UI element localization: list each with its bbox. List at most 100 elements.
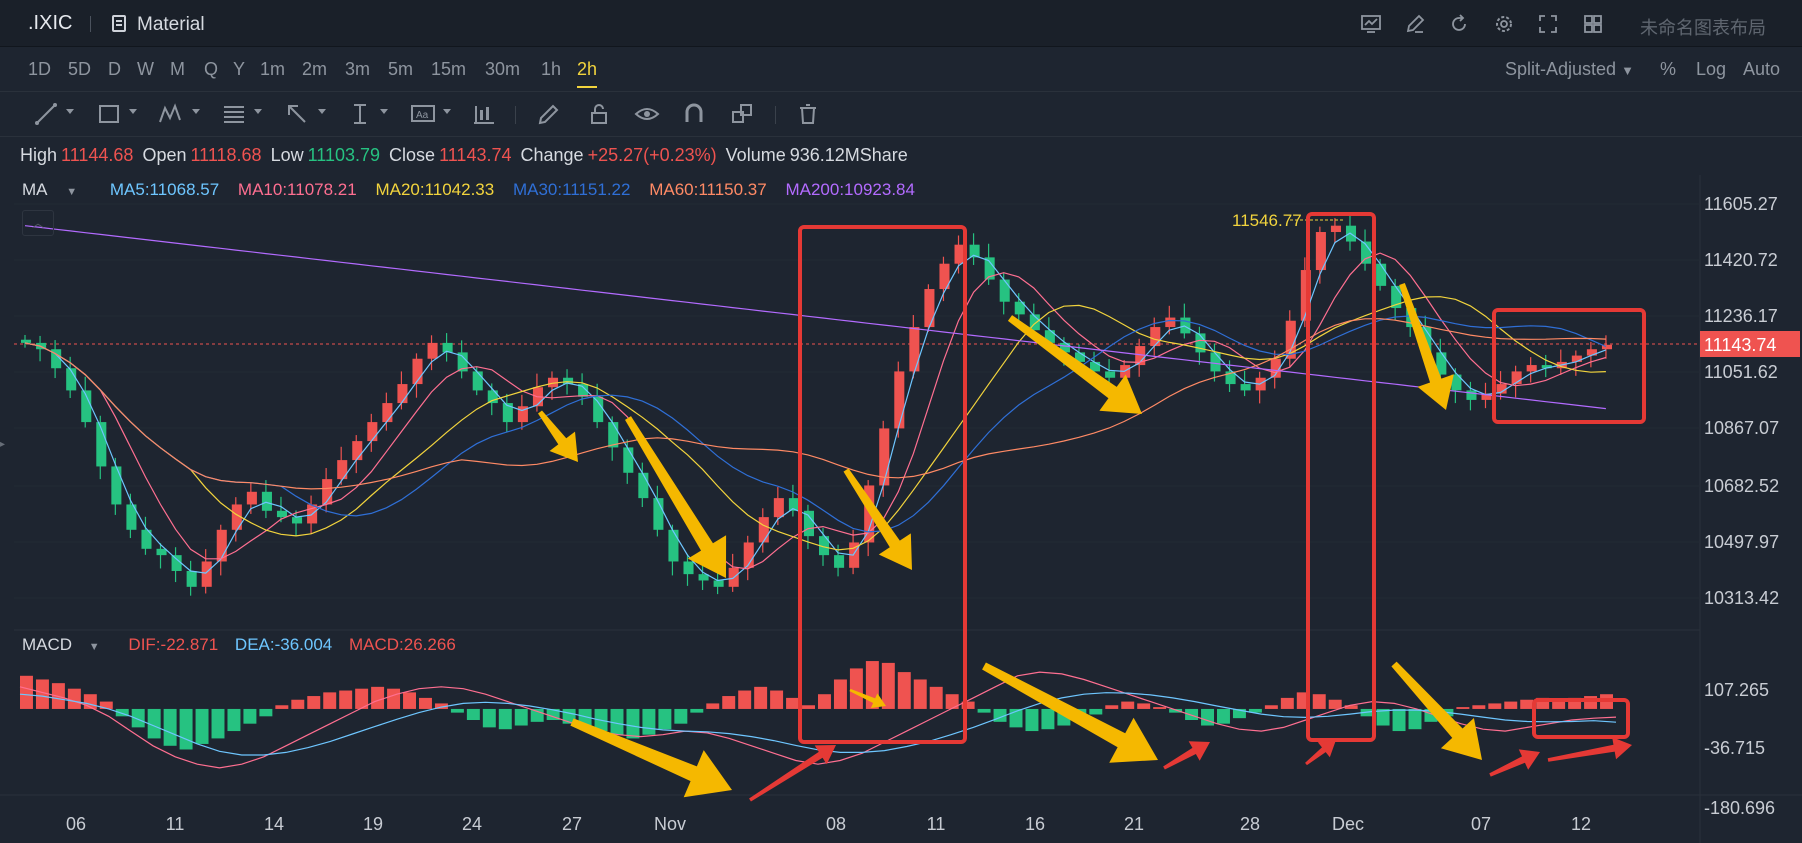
candle-body xyxy=(1210,352,1221,372)
current-price-label: 11143.74 xyxy=(1704,335,1776,355)
candle-body xyxy=(1014,301,1025,315)
arrow-icon[interactable] xyxy=(285,102,309,126)
ma5-line xyxy=(24,232,1607,582)
period-2m[interactable]: 2m xyxy=(302,59,328,79)
price-tick-label: 10313.42 xyxy=(1704,588,1779,608)
macd-bar xyxy=(195,708,209,744)
candle-body xyxy=(1571,355,1582,362)
sidebar-handle-icon[interactable]: ▸ xyxy=(0,439,6,450)
candle-body xyxy=(1195,333,1206,353)
candle-body xyxy=(1511,371,1522,385)
candle-body xyxy=(1180,317,1191,334)
period-30m[interactable]: 30m xyxy=(485,59,521,79)
price-tick-label: 10867.07 xyxy=(1704,418,1779,438)
candle-body xyxy=(246,491,257,505)
layout-name[interactable]: 未命名图表布局 xyxy=(1640,18,1766,38)
collapse-icon[interactable]: ︿ xyxy=(22,210,54,236)
time-tick-label: 19 xyxy=(363,814,383,834)
chevron-down-icon[interactable] xyxy=(318,109,326,114)
period-q[interactable]: Q xyxy=(204,59,219,79)
macd-indicator-button[interactable]: MACD ▼ xyxy=(22,635,112,654)
symbol-label[interactable]: .IXIC xyxy=(28,12,73,34)
macd-bar xyxy=(1312,694,1326,709)
refresh-icon[interactable] xyxy=(1448,13,1470,35)
material-button[interactable]: Material xyxy=(137,14,205,35)
chevron-down-icon[interactable] xyxy=(380,109,388,114)
material-icon[interactable] xyxy=(112,15,126,32)
log-toggle[interactable]: Log xyxy=(1696,59,1727,79)
time-tick-label: 08 xyxy=(826,814,846,834)
macd-bar xyxy=(833,679,847,709)
candle-body xyxy=(924,289,935,328)
settings-icon[interactable] xyxy=(1493,13,1515,35)
macd-bar xyxy=(610,708,624,735)
period-1h[interactable]: 1h xyxy=(541,59,562,79)
dea-value: DEA:-36.004 xyxy=(234,635,333,654)
chevron-down-icon[interactable] xyxy=(129,109,137,114)
candle-body xyxy=(1586,349,1597,356)
chevron-down-icon: ▼ xyxy=(66,186,78,198)
period-5m[interactable]: 5m xyxy=(388,59,414,79)
ma10-value: MA10:11078.21 xyxy=(237,180,357,199)
time-tick-label: 21 xyxy=(1124,814,1144,834)
period-5d[interactable]: 5D xyxy=(68,59,92,79)
period-m[interactable]: M xyxy=(170,59,185,79)
period-y[interactable]: Y xyxy=(233,59,246,79)
candle-body xyxy=(788,498,799,511)
adjust-dropdown[interactable]: Split-Adjusted ▼ xyxy=(1505,59,1634,80)
candle-body xyxy=(261,491,272,511)
pencil-icon[interactable] xyxy=(537,102,561,126)
period-3m[interactable]: 3m xyxy=(345,59,371,79)
measure-icon[interactable] xyxy=(348,102,372,126)
time-tick-label: 28 xyxy=(1240,814,1260,834)
candle-body xyxy=(216,529,227,562)
layout-grid-icon[interactable] xyxy=(1582,13,1604,35)
edit-icon[interactable] xyxy=(1404,13,1426,35)
clone-icon[interactable] xyxy=(730,102,754,126)
text-icon[interactable]: Aa xyxy=(410,102,436,126)
chart-template-icon[interactable] xyxy=(1360,13,1382,35)
candles xyxy=(21,215,1612,596)
candle-body xyxy=(653,498,664,530)
macd-bar xyxy=(1552,698,1566,709)
trash-icon[interactable] xyxy=(796,102,820,126)
macd-bar xyxy=(913,679,927,709)
percent-toggle[interactable]: % xyxy=(1660,59,1677,79)
macd-bar xyxy=(977,708,991,713)
lock-icon[interactable] xyxy=(587,102,611,126)
close-value: 11143.74 xyxy=(439,145,512,165)
macd-bar xyxy=(849,668,863,709)
rectangle-icon[interactable] xyxy=(97,102,121,126)
chevron-down-icon[interactable] xyxy=(192,109,200,114)
bars-icon[interactable] xyxy=(472,102,496,126)
time-tick-label: Nov xyxy=(654,814,686,834)
pattern-icon[interactable] xyxy=(158,102,184,126)
macd-bar xyxy=(1041,708,1055,730)
eye-icon[interactable] xyxy=(634,102,660,126)
magnet-icon[interactable] xyxy=(682,102,706,126)
ma-indicator-button[interactable]: MA ▼ xyxy=(22,180,91,199)
candle-body xyxy=(1240,384,1251,391)
period-15m[interactable]: 15m xyxy=(431,59,467,79)
macd-bar xyxy=(20,675,33,709)
fib-icon[interactable] xyxy=(222,102,246,126)
candle-body xyxy=(81,390,92,423)
chevron-down-icon[interactable] xyxy=(66,109,74,114)
auto-toggle[interactable]: Auto xyxy=(1743,59,1781,79)
period-1m[interactable]: 1m xyxy=(260,59,286,79)
fullscreen-icon[interactable] xyxy=(1537,13,1559,35)
annotation-arrow-red xyxy=(1163,741,1210,770)
chevron-down-icon[interactable] xyxy=(254,109,262,114)
annotation-arrow-yellow xyxy=(570,718,732,798)
period-1d[interactable]: 1D xyxy=(28,59,52,79)
candle-body xyxy=(1361,241,1372,264)
period-w[interactable]: W xyxy=(137,59,154,79)
period-d[interactable]: D xyxy=(108,59,121,79)
candle-body xyxy=(1330,225,1341,233)
chevron-down-icon[interactable] xyxy=(443,109,451,114)
trend-line-icon[interactable] xyxy=(34,102,58,126)
macd-bar xyxy=(738,690,752,709)
period-2h[interactable]: 2h xyxy=(577,59,598,88)
candle-body xyxy=(1150,327,1161,347)
